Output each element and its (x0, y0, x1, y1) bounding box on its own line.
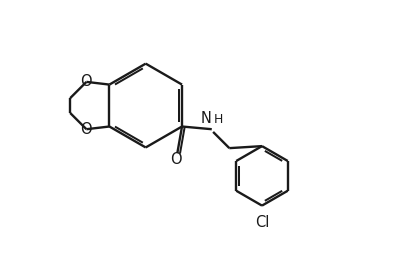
Text: O: O (81, 122, 92, 137)
Text: Cl: Cl (255, 215, 269, 230)
Text: N: N (201, 111, 212, 126)
Text: H: H (214, 113, 223, 126)
Text: O: O (170, 152, 182, 167)
Text: O: O (81, 75, 92, 89)
